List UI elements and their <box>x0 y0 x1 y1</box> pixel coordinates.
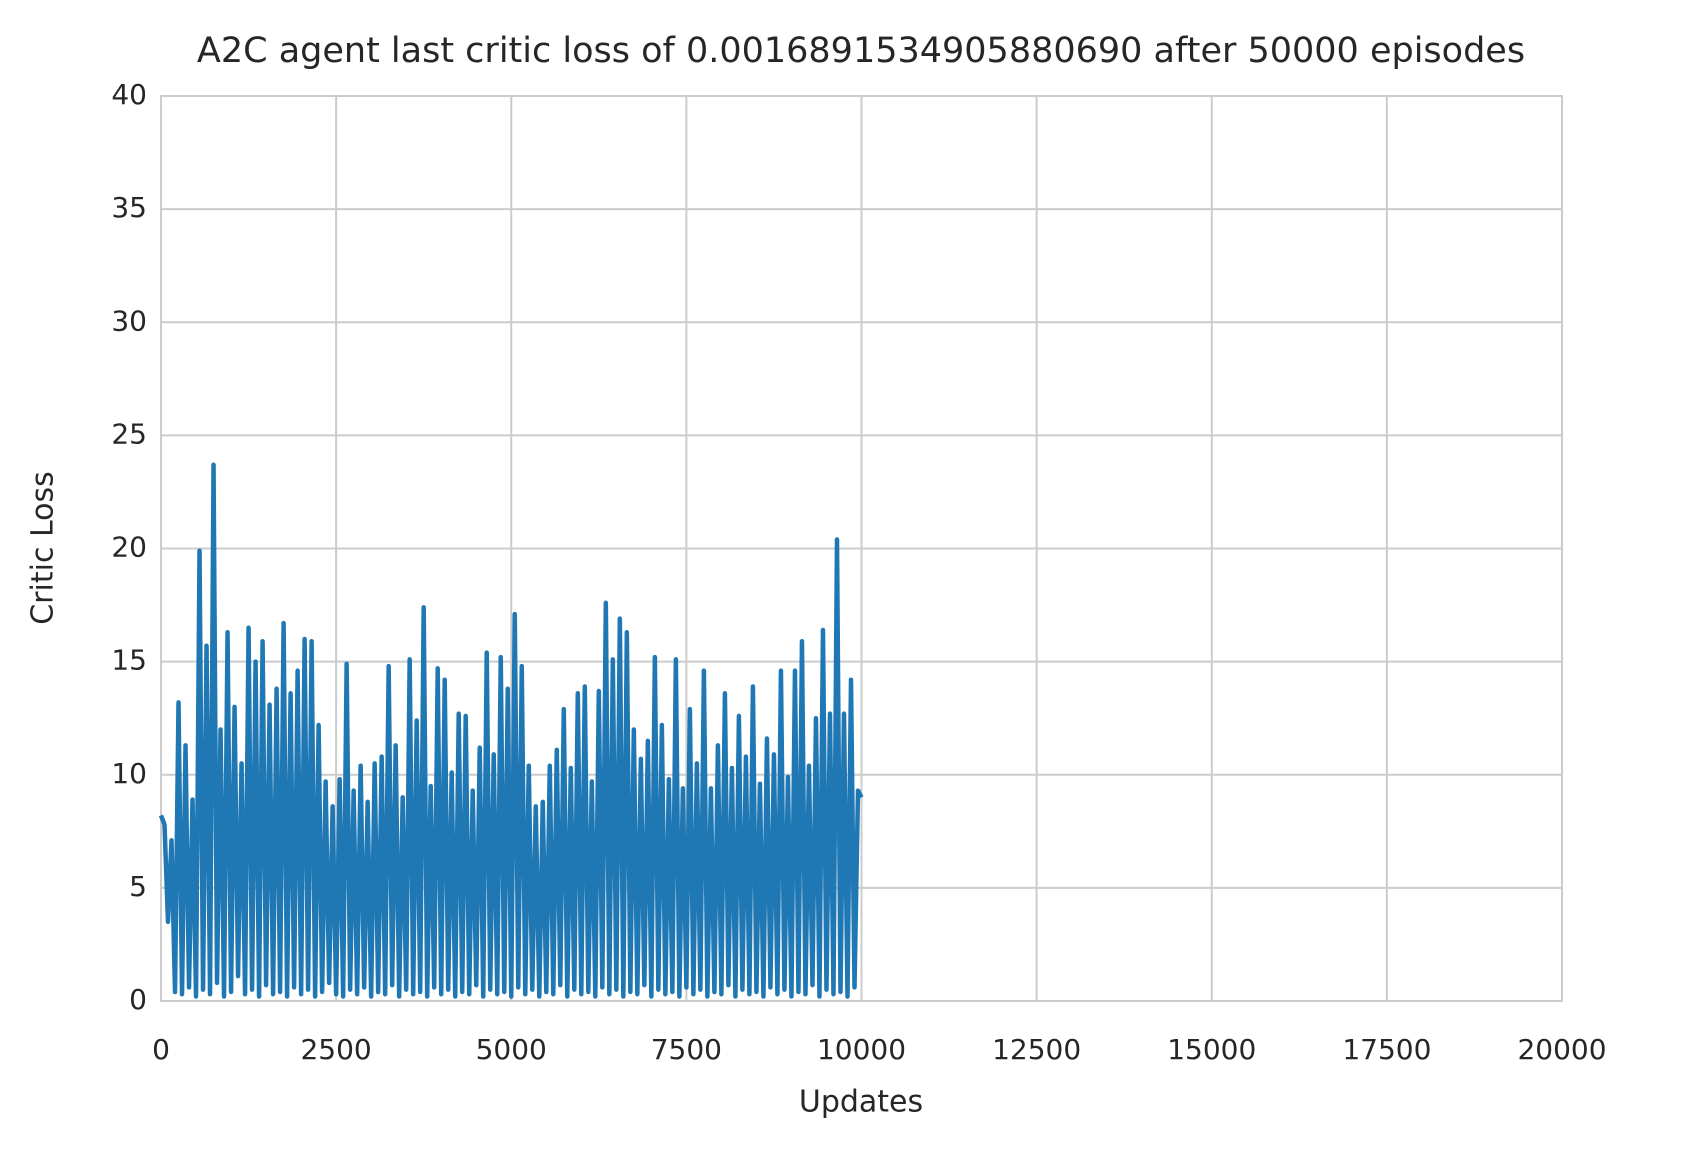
x-tick-label: 7500 <box>651 1033 722 1066</box>
chart-title: A2C agent last critic loss of 0.00168915… <box>197 31 1525 71</box>
x-tick-label: 0 <box>152 1033 170 1066</box>
x-tick-label: 2500 <box>300 1033 371 1066</box>
y-tick-label: 30 <box>111 304 147 337</box>
y-tick-label: 15 <box>111 644 147 677</box>
x-tick-label: 10000 <box>817 1033 906 1066</box>
y-tick-label: 40 <box>111 78 147 111</box>
y-tick-label: 0 <box>129 983 147 1016</box>
plot-frame <box>160 95 1563 1002</box>
y-tick-label: 25 <box>111 417 147 450</box>
x-tick-label: 15000 <box>1167 1033 1256 1066</box>
y-tick-label: 35 <box>111 191 147 224</box>
x-tick-label: 17500 <box>1342 1033 1431 1066</box>
x-tick-label: 20000 <box>1517 1033 1606 1066</box>
x-tick-label: 12500 <box>992 1033 1081 1066</box>
y-tick-label: 10 <box>111 757 147 790</box>
x-axis-label: Updates <box>799 1085 923 1120</box>
x-tick-label: 5000 <box>476 1033 547 1066</box>
y-tick-label: 20 <box>111 531 147 564</box>
y-tick-label: 5 <box>129 870 147 903</box>
y-axis-label: Critic Loss <box>26 471 61 625</box>
data-line <box>158 462 864 999</box>
